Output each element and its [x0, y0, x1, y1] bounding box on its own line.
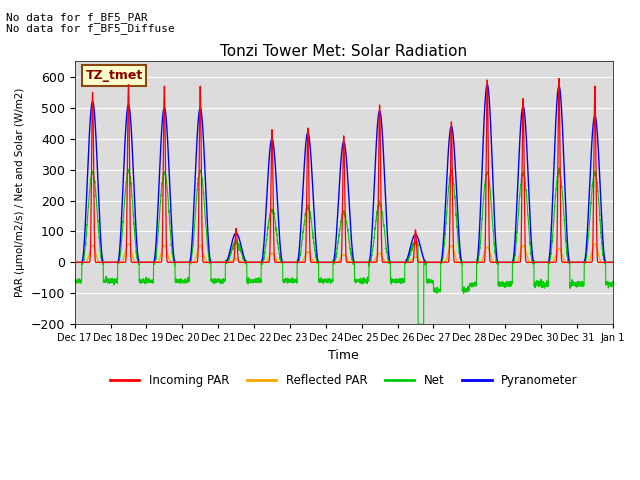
Legend: Incoming PAR, Reflected PAR, Net, Pyranometer: Incoming PAR, Reflected PAR, Net, Pyrano… — [105, 370, 582, 392]
Text: TZ_tmet: TZ_tmet — [85, 69, 143, 82]
Text: No data for f_BF5_PAR: No data for f_BF5_PAR — [6, 12, 148, 23]
X-axis label: Time: Time — [328, 349, 359, 362]
Title: Tonzi Tower Met: Solar Radiation: Tonzi Tower Met: Solar Radiation — [220, 44, 467, 59]
Y-axis label: PAR (μmol/m2/s) / Net and Solar (W/m2): PAR (μmol/m2/s) / Net and Solar (W/m2) — [15, 88, 25, 298]
Text: No data for f_BF5_Diffuse: No data for f_BF5_Diffuse — [6, 23, 175, 34]
